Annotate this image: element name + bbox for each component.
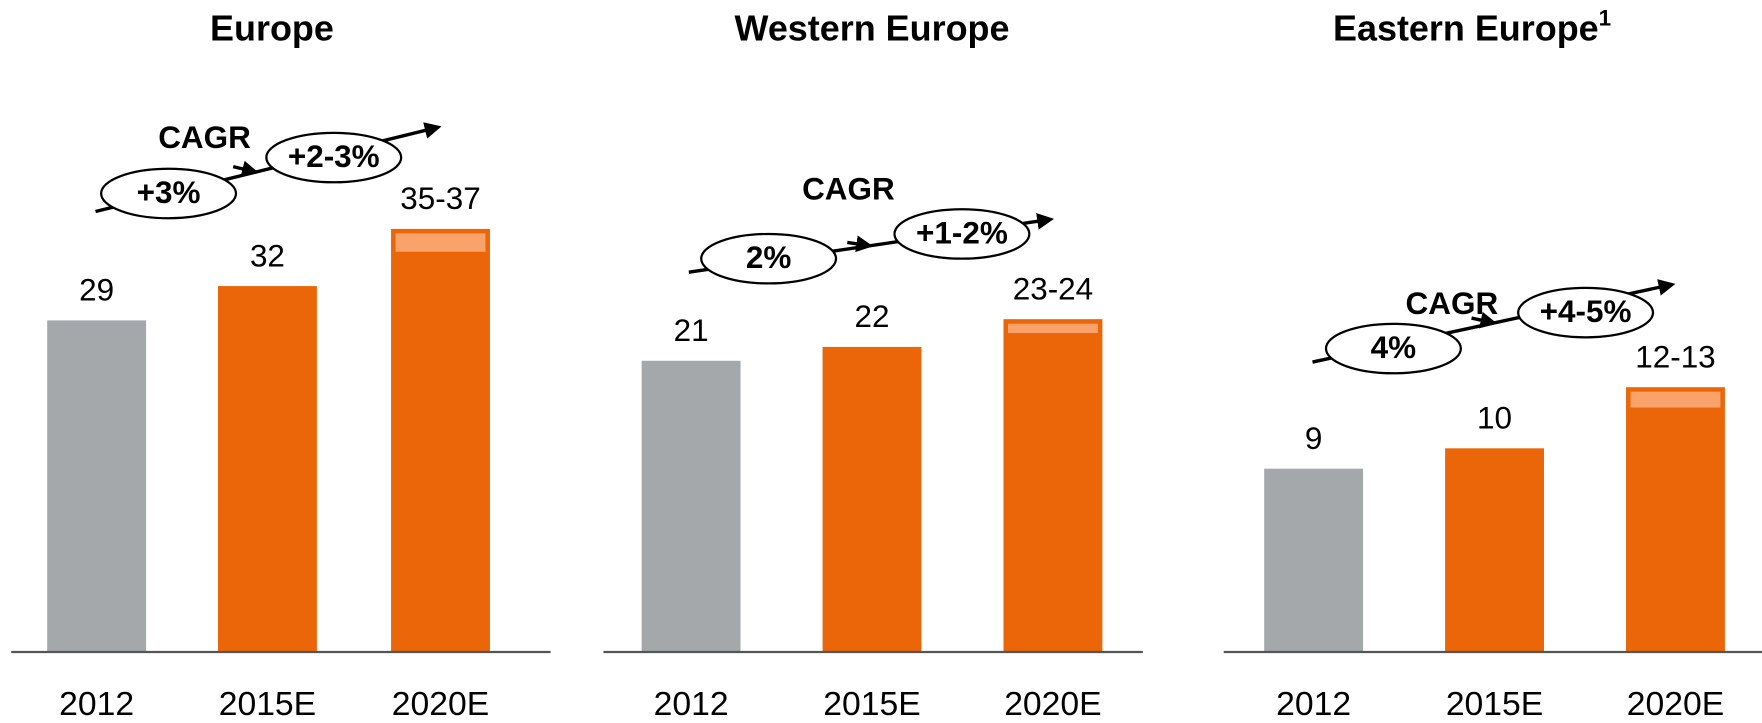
value-label: 9 bbox=[1305, 421, 1323, 456]
bar bbox=[1626, 387, 1725, 652]
bar bbox=[47, 320, 147, 652]
cagr-arrow-mid bbox=[847, 235, 874, 253]
value-label: 10 bbox=[1477, 401, 1512, 436]
cagr-arrow-mid bbox=[232, 160, 259, 178]
cagr-rate: +3% bbox=[137, 175, 201, 210]
value-label: 23-24 bbox=[1013, 271, 1093, 306]
cagr-bubble bbox=[700, 232, 838, 285]
x-tick-label: 2020E bbox=[1627, 685, 1724, 723]
range-band bbox=[1007, 323, 1098, 334]
cagr-arrow-mid bbox=[1471, 311, 1498, 329]
cagr-label: CAGR bbox=[802, 172, 895, 207]
value-label: 12-13 bbox=[1635, 339, 1715, 374]
cagr-rate: 4% bbox=[1371, 330, 1416, 365]
cagr-bubble bbox=[100, 167, 238, 220]
x-tick-label: 2012 bbox=[59, 685, 134, 723]
bar bbox=[1003, 319, 1103, 652]
bar bbox=[218, 286, 317, 652]
x-tick-label: 2020E bbox=[392, 685, 489, 723]
title-text: Western Europe bbox=[735, 7, 1010, 48]
title-text: Eastern Europe bbox=[1333, 7, 1599, 48]
x-tick-label: 2012 bbox=[654, 685, 729, 723]
chart-title: Western Europe bbox=[735, 7, 1010, 48]
cagr-label: CAGR bbox=[158, 120, 251, 155]
cagr-rate: +2-3% bbox=[288, 139, 380, 174]
bar bbox=[391, 228, 490, 652]
cagr-bubble bbox=[265, 131, 403, 184]
bar bbox=[641, 360, 741, 652]
value-label: 35-37 bbox=[400, 181, 480, 216]
cagr-bubble bbox=[1324, 322, 1462, 375]
cagr-bubble bbox=[1517, 286, 1655, 339]
chart-title: Eastern Europe1 bbox=[1333, 5, 1611, 48]
chart-title: Europe bbox=[210, 7, 334, 48]
range-band bbox=[1630, 391, 1721, 408]
x-tick-label: 2012 bbox=[1276, 685, 1351, 723]
x-tick-label: 2015E bbox=[823, 685, 920, 723]
range-band bbox=[395, 233, 486, 252]
x-tick-label: 2015E bbox=[1446, 685, 1543, 723]
bar bbox=[1445, 448, 1544, 652]
cagr-rate: 2% bbox=[746, 240, 791, 275]
value-label: 22 bbox=[855, 299, 890, 334]
x-tick-label: 2015E bbox=[219, 685, 316, 723]
cagr-rate: +4-5% bbox=[1540, 294, 1632, 329]
value-label: 29 bbox=[79, 273, 114, 308]
bar bbox=[1264, 468, 1364, 652]
cagr-rate: +1-2% bbox=[916, 215, 1008, 250]
cagr-label: CAGR bbox=[1406, 286, 1499, 321]
title-text: Europe bbox=[210, 7, 334, 48]
cagr-bubble bbox=[893, 208, 1031, 260]
value-label: 21 bbox=[674, 313, 709, 348]
bar bbox=[822, 346, 922, 652]
x-tick-label: 2020E bbox=[1004, 685, 1101, 723]
value-label: 32 bbox=[250, 238, 285, 273]
title-superscript: 1 bbox=[1599, 5, 1612, 30]
